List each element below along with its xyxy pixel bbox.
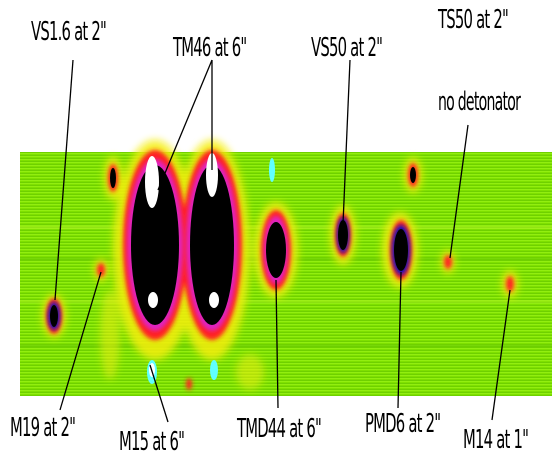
leader-lines xyxy=(54,59,511,423)
ring-streak xyxy=(186,378,192,390)
highlight-tm46-right-top xyxy=(206,153,218,197)
core-vs50 xyxy=(338,220,348,250)
label-tm46: TM46 at 6" xyxy=(172,33,246,62)
core-small xyxy=(110,168,116,188)
ring-m19 xyxy=(97,263,105,277)
halo-streak xyxy=(100,290,120,380)
core-tm46-right xyxy=(190,165,234,325)
highlight-cyan xyxy=(210,360,218,380)
leader-tm46-left xyxy=(157,59,213,191)
label-m15: M15 at 6" xyxy=(119,427,184,456)
label-tmd44: TMD44 at 6" xyxy=(236,414,321,443)
halo-streak xyxy=(236,354,264,390)
core-tm46-left xyxy=(131,165,179,325)
label-ts50-line2: no detonator xyxy=(438,86,521,116)
label-m14: M14 at 1" xyxy=(463,425,528,454)
core-pmd6 xyxy=(394,229,408,271)
leader-m19 xyxy=(59,271,102,411)
highlight-tm46-right-mid xyxy=(209,292,219,308)
scan-image xyxy=(20,140,552,396)
scan-band xyxy=(20,345,552,347)
leader-vs50 xyxy=(342,59,351,225)
leader-tmd44 xyxy=(275,279,279,409)
leader-m14 xyxy=(491,289,511,421)
core-small xyxy=(410,167,416,183)
scan-band xyxy=(20,300,552,303)
leader-ts50 xyxy=(449,124,469,259)
core-tmd44 xyxy=(266,222,286,278)
leader-pmd6 xyxy=(397,271,402,409)
label-pmd6: PMD6 at 2" xyxy=(365,409,440,438)
leader-m15 xyxy=(149,364,169,423)
highlight-cyan xyxy=(269,158,275,182)
core-vs16 xyxy=(50,305,58,327)
label-vs16: VS1.6 at 2" xyxy=(31,17,106,46)
label-m19: M19 at 2" xyxy=(10,413,75,442)
leader-vs16 xyxy=(54,59,74,301)
labels: VS1.6 at 2" TM46 at 6" VS50 at 2" TS50 a… xyxy=(10,5,529,456)
label-vs50: VS50 at 2" xyxy=(311,33,382,62)
ring-m14 xyxy=(506,276,514,292)
highlight-tm46-left-top xyxy=(145,156,159,208)
label-ts50-line1: TS50 at 2" xyxy=(437,5,508,34)
ring-ts50 xyxy=(444,255,452,269)
highlight-tm46-left-mid xyxy=(148,292,158,308)
